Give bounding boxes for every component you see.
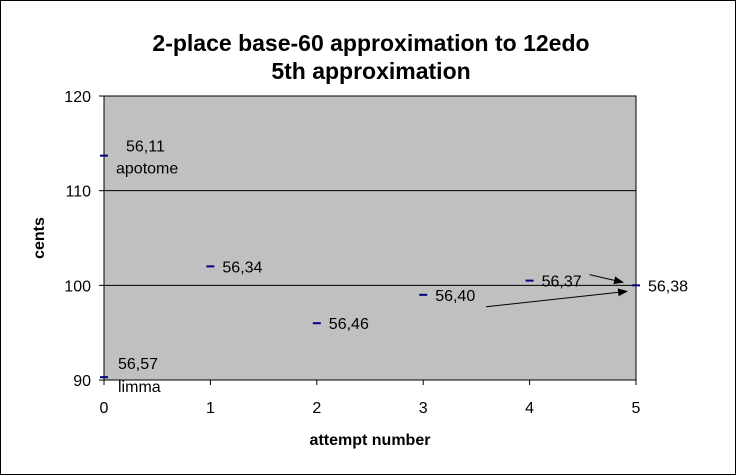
data-marks <box>100 154 640 379</box>
annotation-arrows <box>486 274 628 308</box>
data-point-label: 56,46 <box>329 316 369 333</box>
data-point-label: 56,11 <box>126 139 165 156</box>
x-tick-label: 0 <box>100 400 109 417</box>
data-point-label: 56,57 <box>118 356 158 373</box>
x-tick-label: 2 <box>312 400 321 417</box>
data-point-note: limma <box>118 379 161 396</box>
data-labels: 56,11 apotome 56,57 limma 56,34 56,46 56,40 56,… <box>116 139 688 397</box>
data-point-label: 56,40 <box>435 288 475 305</box>
axes <box>103 96 636 381</box>
annotation-arrow <box>589 274 624 285</box>
data-point-label: 56,38 <box>648 278 688 295</box>
chart-title-line-2: 5th approximation <box>271 58 470 84</box>
gridlines <box>104 190 636 286</box>
x-tick-label: 5 <box>632 400 641 417</box>
x-tick-label: 1 <box>206 400 215 417</box>
y-tick-label: 90 <box>73 373 91 390</box>
ticks: 90 100 110 120 0 1 2 3 4 5 <box>64 89 640 417</box>
y-tick-label: 120 <box>64 89 91 106</box>
chart-title-line-1: 2-place base-60 approximation to 12edo <box>152 30 589 56</box>
y-tick-label: 110 <box>65 184 91 201</box>
data-point-note: apotome <box>116 161 178 178</box>
x-axis-title: attempt number <box>310 432 431 449</box>
x-tick-label: 3 <box>419 400 428 417</box>
data-point-label: 56,34 <box>222 259 262 276</box>
y-axis-title: cents <box>31 217 48 259</box>
plot-area <box>103 95 637 381</box>
y-tick-label: 100 <box>64 278 91 295</box>
x-tick-label: 4 <box>525 400 534 417</box>
data-point-label: 56,37 <box>542 274 582 291</box>
annotation-arrow <box>486 288 628 308</box>
